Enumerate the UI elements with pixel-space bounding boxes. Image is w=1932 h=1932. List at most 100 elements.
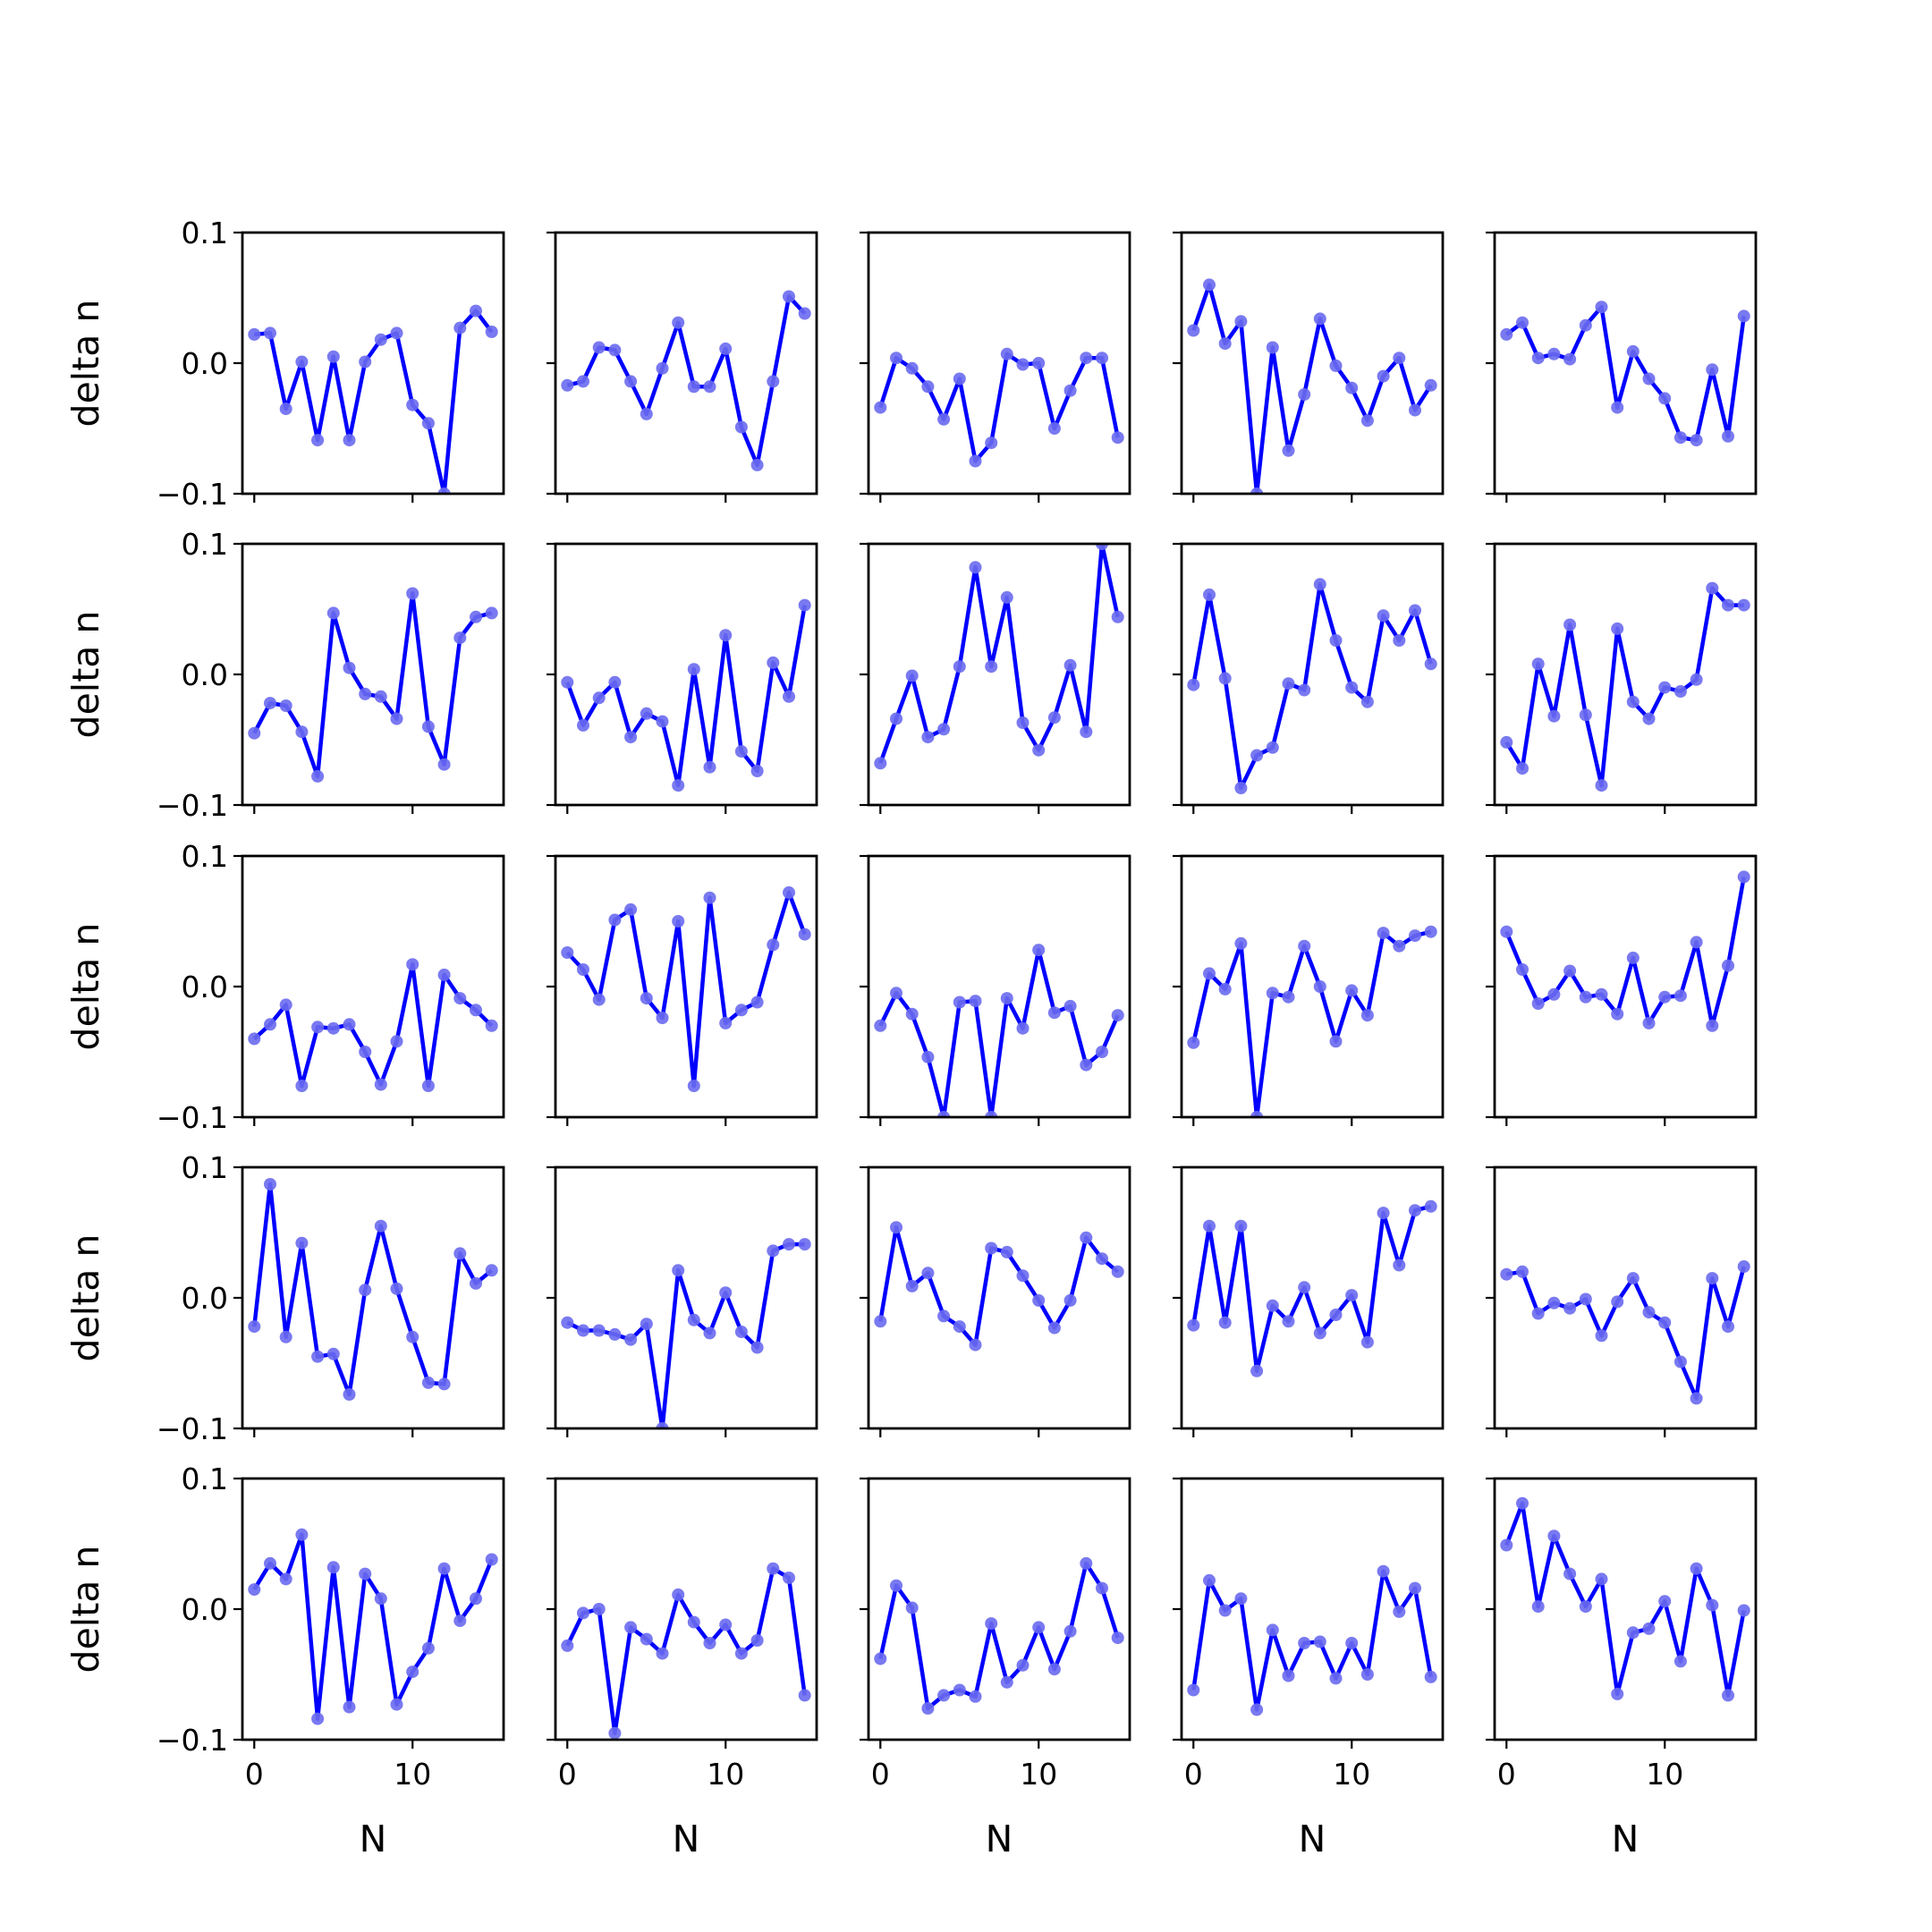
- data-point: [470, 1592, 482, 1606]
- series-line: [1191, 582, 1433, 791]
- series-line: [565, 605, 807, 788]
- data-point: [1111, 1009, 1124, 1022]
- data-point: [264, 1178, 276, 1191]
- data-point: [687, 663, 700, 676]
- data-point: [1313, 578, 1326, 591]
- data-point: [1658, 1316, 1672, 1329]
- data-point: [561, 1316, 574, 1329]
- data-point: [1203, 278, 1216, 292]
- data-point: [750, 996, 764, 1009]
- series-line: [1191, 929, 1432, 1117]
- data-point: [608, 1327, 622, 1341]
- data-point: [798, 598, 811, 612]
- data-point: [311, 434, 325, 447]
- data-point: [1298, 1637, 1311, 1649]
- data-point: [359, 1567, 372, 1580]
- data-point: [1626, 695, 1640, 708]
- data-point: [1360, 695, 1374, 708]
- data-point: [1250, 1364, 1264, 1377]
- data-point: [1579, 990, 1592, 1004]
- data-point: [1000, 1245, 1013, 1258]
- data-point: [719, 1286, 733, 1300]
- data-point: [1706, 1272, 1719, 1285]
- data-point: [1329, 1035, 1343, 1048]
- data-point: [311, 1021, 325, 1034]
- data-point: [1360, 1668, 1374, 1681]
- data-point: [248, 1583, 261, 1597]
- subplot-3-5: [1486, 854, 1758, 1126]
- data-point: [874, 757, 887, 770]
- data-point: [687, 1080, 700, 1092]
- data-point: [295, 1080, 309, 1092]
- data-point: [640, 407, 653, 420]
- axes-frame: [1493, 231, 1758, 496]
- data-point: [1674, 431, 1687, 445]
- data-point: [1642, 1016, 1656, 1030]
- data-point: [1737, 1604, 1750, 1617]
- data-point: [1345, 381, 1359, 394]
- data-point: [592, 1603, 606, 1615]
- data-point: [1377, 609, 1390, 623]
- y-tick-label: 0.1: [182, 527, 228, 562]
- data-point: [1016, 1658, 1030, 1672]
- subplot-2-3: [860, 542, 1131, 814]
- data-point: [921, 731, 935, 744]
- plot-area: [874, 1221, 1124, 1352]
- data-point: [1642, 1306, 1656, 1319]
- series-line: [566, 1241, 805, 1428]
- data-point: [1737, 870, 1750, 884]
- data-point: [406, 1330, 419, 1343]
- data-point: [1203, 1573, 1216, 1587]
- data-point: [1377, 927, 1390, 940]
- data-point: [1080, 352, 1093, 365]
- data-point: [1345, 681, 1359, 694]
- subplot-1-1: −0.1 0.0 0.1 delta n: [64, 216, 505, 512]
- data-point: [874, 1652, 887, 1665]
- subplot-3-1: −0.1 0.0 0.1 delta n: [64, 839, 505, 1135]
- data-point: [248, 327, 261, 341]
- plot-area: [1500, 870, 1750, 1032]
- series-line: [1504, 304, 1746, 443]
- subplot-4-5: [1486, 1165, 1758, 1437]
- x-axis-label: N: [1612, 1818, 1640, 1860]
- y-tick-label: 0.1: [182, 216, 228, 250]
- data-point: [359, 687, 372, 700]
- data-point: [1579, 1600, 1592, 1614]
- axes-frame: [241, 231, 505, 496]
- series-line: [1191, 1569, 1433, 1712]
- y-tick-label: 0.0: [182, 346, 228, 381]
- data-point: [1000, 992, 1013, 1005]
- data-point: [703, 891, 716, 904]
- data-point: [767, 375, 780, 388]
- data-point: [248, 1032, 261, 1046]
- data-point: [656, 715, 669, 728]
- data-point: [1047, 422, 1061, 435]
- subplot-3-2: [547, 854, 818, 1126]
- data-point: [687, 380, 700, 394]
- data-point: [1250, 487, 1264, 494]
- data-point: [624, 375, 638, 388]
- data-point: [343, 434, 356, 447]
- data-point: [767, 938, 780, 952]
- data-point: [1266, 741, 1279, 754]
- data-point: [937, 1309, 951, 1323]
- data-point: [592, 341, 606, 354]
- data-point: [767, 1244, 780, 1258]
- data-point: [969, 561, 982, 574]
- data-point: [1345, 1637, 1359, 1649]
- data-point: [1345, 984, 1359, 997]
- data-point: [561, 1639, 574, 1652]
- data-point: [890, 1579, 902, 1592]
- data-point: [1409, 604, 1421, 617]
- data-point: [1016, 1269, 1030, 1283]
- data-point: [1360, 1335, 1374, 1349]
- data-point: [406, 587, 419, 600]
- data-point: [1111, 610, 1124, 623]
- data-point: [1563, 618, 1577, 631]
- data-point: [1218, 1604, 1232, 1617]
- series-line: [878, 1224, 1120, 1347]
- series-line: [252, 1182, 494, 1397]
- data-point: [1000, 1675, 1013, 1689]
- data-point: [311, 1350, 325, 1363]
- data-point: [248, 726, 261, 740]
